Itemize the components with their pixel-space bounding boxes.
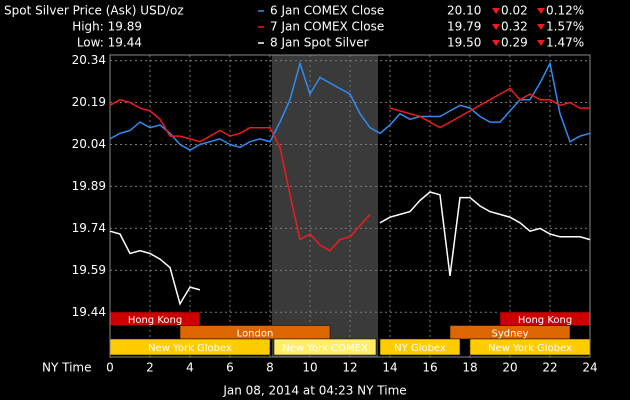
x-tick-label: 0: [106, 361, 114, 375]
x-tick-label: 24: [582, 361, 597, 375]
x-tick-label: 14: [382, 361, 397, 375]
x-tick-label: 10: [302, 361, 317, 375]
legend-pct: 0.12%: [546, 4, 584, 18]
down-triangle: [492, 24, 500, 30]
session-label: Sydney: [491, 328, 528, 339]
legend-name: 7 Jan COMEX Close: [270, 20, 384, 34]
session-label: New York Globex: [488, 343, 572, 354]
session-label: New York Globex: [148, 343, 232, 354]
x-tick-label: 16: [422, 361, 437, 375]
legend-change: 0.32: [501, 20, 528, 34]
low-label: Low: 19.44: [77, 36, 142, 50]
y-tick-label: 20.19: [72, 95, 106, 109]
legend-name: 6 Jan COMEX Close: [270, 4, 384, 18]
x-tick-label: 20: [502, 361, 517, 375]
x-tick-label: 8: [266, 361, 274, 375]
down-triangle: [492, 8, 500, 14]
x-axis-label: NY Time: [42, 361, 92, 375]
session-bar: [379, 338, 461, 356]
y-tick-label: 20.34: [72, 53, 106, 67]
legend-last: 20.10: [447, 4, 481, 18]
series-line: [109, 191, 591, 306]
chart-title: Spot Silver Price (Ask) USD/oz: [4, 4, 184, 18]
footer: Jan 08, 2014 at 04:23 NY Time: [222, 384, 406, 398]
x-tick-label: 22: [542, 361, 557, 375]
high-label: High: 19.89: [72, 20, 142, 34]
legend-change: 0.02: [501, 4, 528, 18]
legend-name: 8 Jan Spot Silver: [270, 36, 369, 50]
session-label: NY Globex: [394, 343, 446, 354]
highlight-band: [272, 55, 378, 357]
x-tick-label: 18: [462, 361, 477, 375]
y-tick-label: 19.59: [72, 263, 106, 277]
session-bar: [273, 338, 377, 356]
y-tick-label: 19.74: [72, 221, 106, 235]
legend-pct: 1.47%: [546, 36, 584, 50]
down-triangle: [537, 40, 545, 46]
plot-frame: [109, 54, 591, 358]
x-tick-label: 2: [146, 361, 154, 375]
y-tick-label: 20.04: [72, 137, 106, 151]
legend-pct: 1.57%: [546, 20, 584, 34]
x-tick-label: 4: [186, 361, 194, 375]
legend-change: 0.29: [501, 36, 528, 50]
x-tick-label: 6: [226, 361, 234, 375]
y-tick-label: 19.44: [72, 305, 106, 319]
down-triangle: [537, 8, 545, 14]
series-line: [109, 87, 590, 252]
session-label: London: [237, 328, 274, 339]
legend-last: 19.79: [447, 20, 481, 34]
y-tick-label: 19.89: [72, 179, 106, 193]
down-triangle: [492, 40, 500, 46]
session-label: Hong Kong: [518, 315, 572, 326]
legend-last: 19.50: [447, 36, 481, 50]
series-line: [109, 60, 591, 151]
session-label: Hong Kong: [128, 315, 182, 326]
session-label: New York COMEX: [282, 343, 368, 354]
down-triangle: [537, 24, 545, 30]
x-tick-label: 12: [342, 361, 357, 375]
